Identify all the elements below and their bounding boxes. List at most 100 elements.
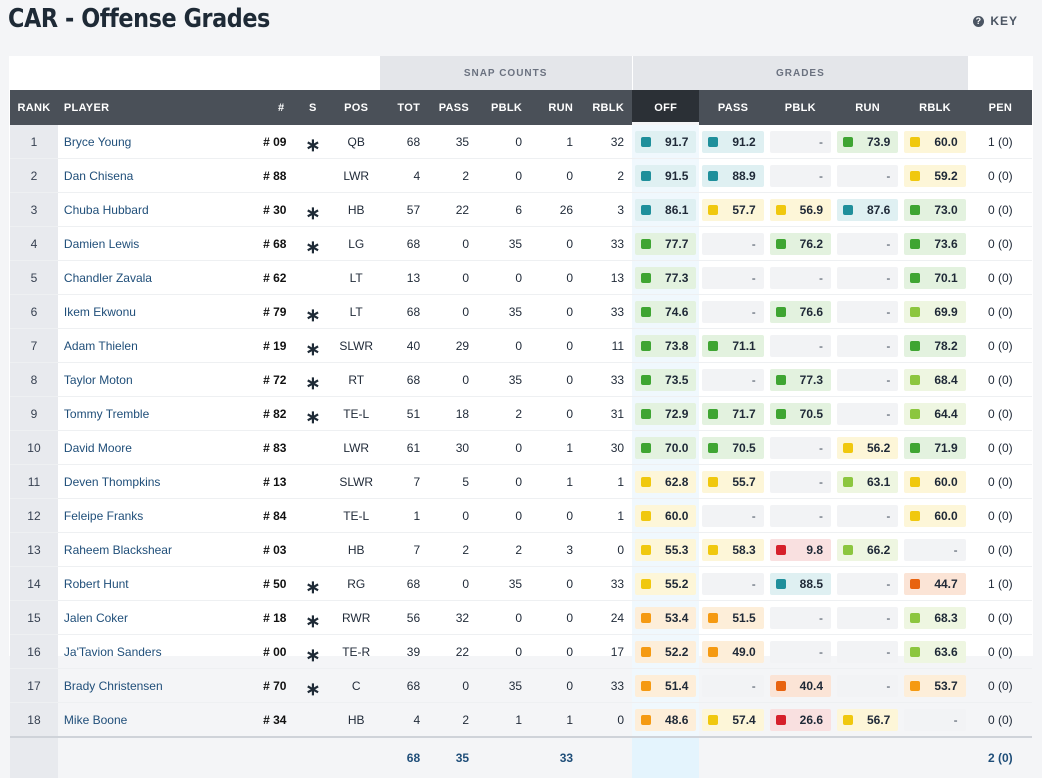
col-pblk[interactable]: PBLK: [477, 90, 531, 125]
table-row[interactable]: 12 Feleipe Franks # 84 TE-L 1 0 0 0 1 60.0- - -60.0…: [10, 498, 1032, 533]
col-rank[interactable]: RANK: [10, 90, 58, 125]
snap-pblk: 35: [477, 226, 531, 261]
grade-run: -: [834, 396, 902, 431]
table-row[interactable]: 17 Brady Christensen # 70 ∗ C 68 0 35 0 33 51.4-40…: [10, 668, 1032, 703]
grade-off: 77.7: [632, 226, 700, 261]
table-row[interactable]: 13 Raheem Blackshear # 03 HB 7 2 2 3 0 55.3 58.3 9.…: [10, 532, 1032, 567]
table-row[interactable]: 9 Tommy Tremble # 82 ∗ TE-L 51 18 2 0 31 72.9 71.7 7…: [10, 396, 1032, 431]
grade-pass: 55.7: [699, 464, 767, 499]
table-row[interactable]: 3 Chuba Hubbard # 30 ∗ HB 57 22 6 26 3 86.1 57.7 56.…: [10, 192, 1032, 227]
table-row[interactable]: 6 Ikem Ekwonu # 79 ∗ LT 68 0 35 0 33 74.6-76.6-69.…: [10, 294, 1032, 329]
player-link[interactable]: Mike Boone: [57, 702, 252, 738]
col-run[interactable]: RUN: [530, 90, 582, 125]
snap-run: 1: [530, 464, 582, 499]
table-row[interactable]: 7 Adam Thielen # 19 ∗ SLWR 40 29 0 0 11 73.8 71.1- -…: [10, 328, 1032, 363]
position-cell: TE-L: [333, 498, 380, 533]
player-link[interactable]: Raheem Blackshear: [57, 532, 252, 567]
player-link[interactable]: Jalen Coker: [57, 600, 252, 635]
jersey-number: # 50: [251, 566, 293, 601]
rank-cell: 13: [10, 532, 58, 567]
player-link[interactable]: Bryce Young: [57, 125, 252, 159]
player-link[interactable]: Tommy Tremble: [57, 396, 252, 431]
player-link[interactable]: Damien Lewis: [57, 226, 252, 261]
jersey-number: # 82: [251, 396, 293, 431]
snap-pblk: 0: [477, 600, 531, 635]
grade-pill: 55.7: [702, 470, 764, 493]
grade-pblk: 76.2: [766, 226, 835, 261]
col-grade-rblk[interactable]: RBLK: [901, 90, 969, 125]
grade-pill: 72.9: [635, 402, 697, 425]
col-grade-run[interactable]: RUN: [834, 90, 902, 125]
grade-rblk: 60.0: [901, 498, 969, 533]
table-row[interactable]: 14 Robert Hunt # 50 ∗ RG 68 0 35 0 33 55.2-88.5-44…: [10, 566, 1032, 601]
player-link[interactable]: Taylor Moton: [57, 362, 252, 397]
jersey-number-value: 30: [273, 202, 287, 217]
table-row[interactable]: 5 Chandler Zavala # 62 LT 13 0 0 0 13 77.3- - -70.1…: [10, 260, 1032, 295]
grade-color-icon: [708, 612, 719, 623]
grade-off: 86.1: [632, 192, 700, 227]
player-link[interactable]: Chuba Hubbard: [57, 192, 252, 227]
grade-value: 91.7: [665, 134, 689, 149]
table-row[interactable]: 8 Taylor Moton # 72 ∗ RT 68 0 35 0 33 73.5-77.3-68…: [10, 362, 1032, 397]
col-grade-pass[interactable]: PASS: [699, 90, 767, 125]
player-link[interactable]: Feleipe Franks: [57, 498, 252, 533]
table-row[interactable]: 18 Mike Boone # 34 HB 4 2 1 1 0 48.6 57.4 26.6 56.7-…: [10, 702, 1032, 738]
jersey-number-value: 84: [273, 508, 287, 523]
player-link[interactable]: Brady Christensen: [57, 668, 252, 703]
starter-cell: ∗: [292, 226, 334, 261]
player-link[interactable]: Dan Chisena: [57, 158, 252, 193]
grade-value: 53.7: [934, 678, 958, 693]
grade-value: 71.1: [732, 338, 756, 353]
penalties-cell: 0 (0): [968, 702, 1032, 738]
penalties-cell: 0 (0): [968, 668, 1032, 703]
grade-pill: -: [837, 334, 899, 357]
player-link[interactable]: Chandler Zavala: [57, 260, 252, 295]
col-player[interactable]: PLAYER: [57, 90, 252, 125]
snap-tot: 68: [379, 362, 429, 397]
snap-tot: 61: [379, 430, 429, 465]
grade-pill: -: [837, 368, 899, 391]
grade-off: 91.7: [632, 125, 700, 159]
col-grade-pblk[interactable]: PBLK: [766, 90, 835, 125]
grade-value: 73.0: [934, 202, 958, 217]
player-link[interactable]: Robert Hunt: [57, 566, 252, 601]
table-row[interactable]: 16 Ja'Tavion Sanders # 00 ∗ TE-R 39 22 0 0 17 52.2…: [10, 634, 1032, 669]
player-link[interactable]: Ikem Ekwonu: [57, 294, 252, 329]
table-row[interactable]: 10 David Moore # 83 LWR 61 30 0 1 30 70.0 70.5-56.…: [10, 430, 1032, 465]
table-row[interactable]: 11 Deven Thompkins # 13 SLWR 7 5 0 1 1 62.8 55.7-6…: [10, 464, 1032, 499]
snap-pass: 32: [428, 600, 478, 635]
grade-color-icon: [910, 272, 921, 283]
col-pass[interactable]: PASS: [428, 90, 478, 125]
col-starter[interactable]: S: [292, 90, 334, 125]
table-row[interactable]: 15 Jalen Coker # 18 ∗ RWR 56 32 0 0 24 53.4 51.5- -6…: [10, 600, 1032, 635]
table-row[interactable]: 2 Dan Chisena # 88 LWR 4 2 0 0 2 91.5 88.9- -59.2 0 …: [10, 158, 1032, 193]
col-pen[interactable]: PEN: [968, 90, 1032, 125]
grade-rblk: 60.0: [901, 464, 969, 499]
player-link[interactable]: David Moore: [57, 430, 252, 465]
col-grade-off[interactable]: OFF: [632, 90, 700, 125]
snap-rblk: 0: [581, 532, 633, 567]
grade-pill: 73.0: [904, 198, 966, 221]
col-pos[interactable]: POS: [333, 90, 380, 125]
table-row[interactable]: 4 Damien Lewis # 68 ∗ LG 68 0 35 0 33 77.7-76.2-73…: [10, 226, 1032, 261]
grade-color-icon: [843, 714, 854, 725]
position-cell: QB: [333, 125, 380, 159]
col-tot[interactable]: TOT: [379, 90, 429, 125]
player-link[interactable]: Adam Thielen: [57, 328, 252, 363]
snap-pass: 0: [428, 566, 478, 601]
rank-cell: 15: [10, 600, 58, 635]
grade-pill: -: [769, 470, 832, 493]
player-link[interactable]: Deven Thompkins: [57, 464, 252, 499]
grade-pill: 60.0: [904, 470, 966, 493]
col-number[interactable]: #: [251, 90, 293, 125]
player-link[interactable]: Ja'Tavion Sanders: [57, 634, 252, 669]
table-row[interactable]: 1 Bryce Young # 09 ∗ QB 68 35 0 1 32 91.7 91.2-73.9…: [10, 125, 1032, 159]
jersey-number: # 88: [251, 158, 293, 193]
grade-pill: -: [837, 640, 899, 663]
key-button[interactable]: ? KEY: [973, 14, 1018, 28]
col-rblk[interactable]: RBLK: [581, 90, 633, 125]
grade-pill: 44.7: [904, 572, 966, 595]
grade-color-icon: [775, 204, 786, 215]
grade-pill: 88.9: [702, 164, 764, 187]
penalties-cell: 0 (0): [968, 634, 1032, 669]
